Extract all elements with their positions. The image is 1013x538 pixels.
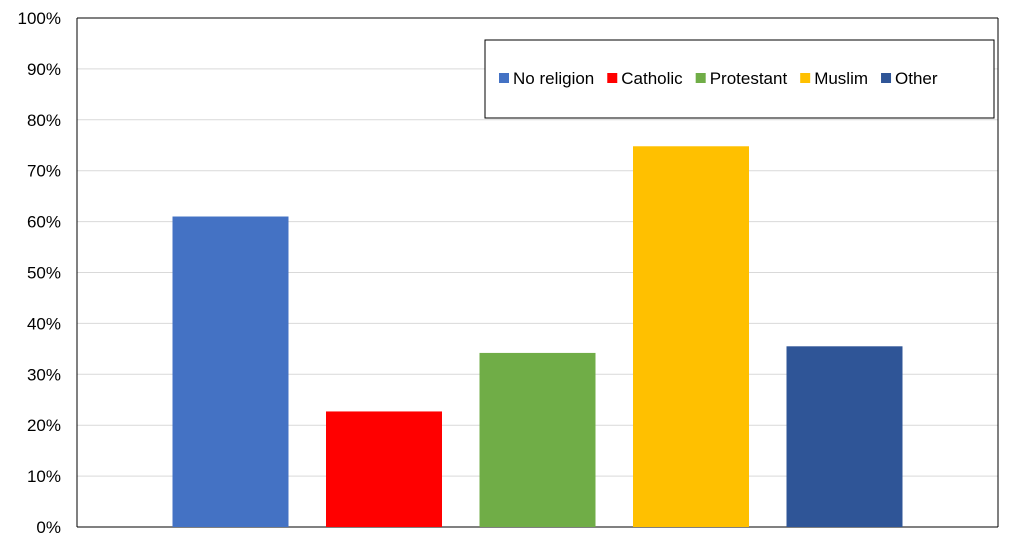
y-tick-label: 80%	[27, 111, 61, 130]
legend: No religion Catholic Protestant Muslim Other	[484, 39, 995, 119]
y-tick-label: 0%	[36, 518, 61, 537]
y-tick-label: 20%	[27, 416, 61, 435]
bars	[172, 146, 903, 527]
y-tick-label: 50%	[27, 264, 61, 283]
legend-label: No religion	[513, 69, 594, 88]
legend-swatch	[695, 73, 706, 83]
bar-muslim	[633, 146, 749, 527]
y-tick-label: 100%	[18, 9, 61, 28]
y-tick-labels: 0% 10% 20% 30% 40% 50% 60% 70% 80% 90% 100%	[18, 9, 61, 537]
legend-label: Catholic	[621, 69, 683, 88]
legend-swatch	[607, 73, 618, 83]
y-tick-label: 10%	[27, 467, 61, 486]
legend-label: Other	[895, 69, 938, 88]
y-tick-label: 70%	[27, 162, 61, 181]
legend-swatch	[499, 73, 509, 83]
y-tick-label: 30%	[27, 365, 61, 384]
bar-other	[786, 346, 903, 527]
bar-catholic	[326, 411, 442, 527]
y-tick-label: 60%	[27, 213, 61, 232]
bar-protestant	[479, 352, 596, 527]
y-tick-label: 90%	[27, 60, 61, 79]
y-tick-label: 40%	[27, 314, 61, 333]
legend-label: Muslim	[814, 69, 868, 88]
legend-label: Protestant	[710, 69, 788, 88]
legend-box	[484, 39, 995, 119]
legend-swatch	[800, 73, 811, 83]
legend-swatch	[881, 73, 892, 83]
bar-no-religion	[172, 216, 289, 527]
